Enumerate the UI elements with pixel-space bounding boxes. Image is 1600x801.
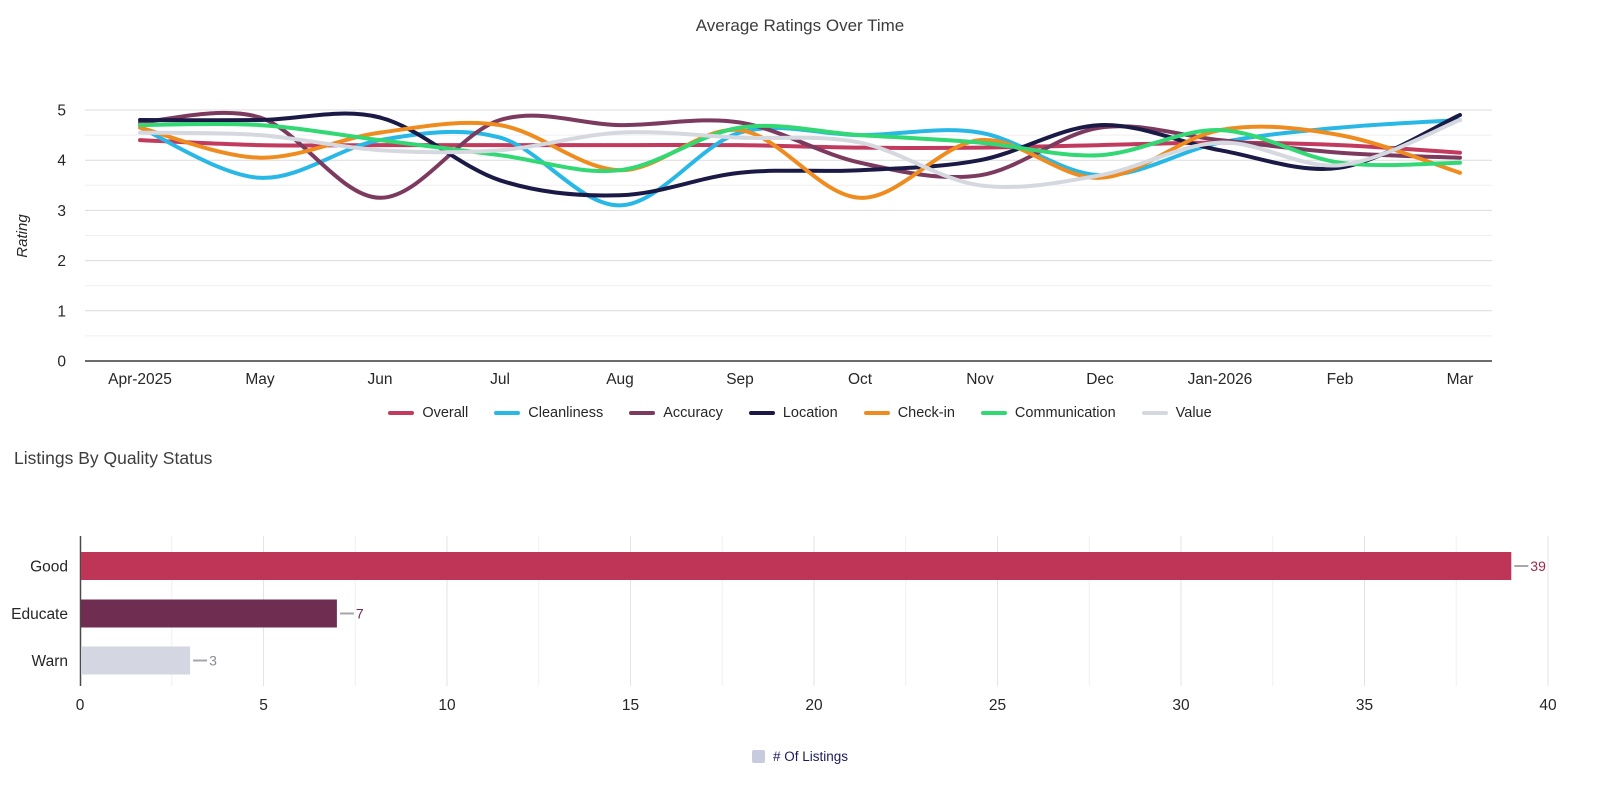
legend-label: Check-in — [897, 405, 955, 421]
bar-warn[interactable] — [81, 646, 191, 675]
value-label-educate: 7 — [356, 606, 364, 622]
ratings-chart-title: Average Ratings Over Time — [695, 16, 905, 35]
legend-swatch-value — [1141, 411, 1168, 415]
y-tick-label: 2 — [57, 253, 66, 270]
category-label-warn: Warn — [32, 653, 68, 670]
legend-swatch-num-of-listings — [751, 749, 765, 763]
x-tick-label: 20 — [805, 697, 823, 714]
x-tick-label: Jun — [368, 371, 393, 388]
legend-swatch-accuracy — [629, 411, 656, 415]
x-tick-label: Nov — [966, 371, 994, 388]
x-tick-label: Jul — [490, 371, 510, 388]
x-tick-label: Feb — [1327, 371, 1354, 388]
series-line-value[interactable] — [138, 118, 1462, 190]
legend-item-communication[interactable]: Communication — [980, 405, 1116, 421]
category-label-educate: Educate — [11, 606, 68, 623]
listings-chart-legend: # Of Listings — [0, 744, 1600, 768]
y-axis-title: Rating — [14, 214, 31, 258]
value-label-warn: 3 — [209, 653, 217, 669]
x-tick-label: 15 — [622, 697, 639, 714]
series-line-accuracy[interactable] — [138, 110, 1462, 200]
legend-item--of-listings[interactable]: # Of Listings — [751, 748, 849, 764]
legend-swatch-check-in — [863, 411, 890, 415]
x-tick-label: 10 — [438, 697, 456, 714]
y-tick-label: 5 — [57, 103, 66, 120]
x-tick-label: 30 — [1172, 697, 1190, 714]
legend-item-check-in[interactable]: Check-in — [863, 405, 955, 421]
x-tick-label: Mar — [1447, 371, 1474, 388]
series-line-location[interactable] — [138, 111, 1462, 198]
legend-label: Value — [1175, 405, 1212, 421]
legend-swatch-communication — [980, 411, 1007, 415]
legend-item-cleanliness[interactable]: Cleanliness — [494, 405, 603, 421]
x-tick-label: 5 — [259, 697, 268, 714]
y-tick-label: 0 — [57, 354, 66, 371]
series-line-communication[interactable] — [138, 121, 1462, 174]
legend-item-accuracy[interactable]: Accuracy — [629, 405, 723, 421]
value-label-good: 39 — [1530, 558, 1546, 574]
legend-swatch-overall — [388, 411, 415, 415]
legend-swatch-cleanliness — [494, 411, 521, 415]
legend-item-location[interactable]: Location — [748, 405, 838, 421]
ratings-chart-legend: Overall Cleanliness Accuracy Location Check-… — [0, 400, 1600, 426]
x-tick-label: Jan-2026 — [1188, 371, 1253, 388]
legend-label: Overall — [422, 405, 469, 421]
legend-swatch-location — [748, 411, 775, 415]
x-tick-label: Aug — [606, 371, 634, 388]
y-tick-label: 4 — [57, 153, 66, 170]
x-tick-label: 40 — [1539, 697, 1557, 714]
listings-chart-title: Listings By Quality Status — [14, 448, 213, 468]
legend-label: # Of Listings — [772, 748, 849, 764]
x-tick-label: 35 — [1356, 697, 1373, 714]
x-tick-label: Sep — [726, 371, 754, 388]
x-tick-label: Dec — [1086, 371, 1114, 388]
legend-label: Cleanliness — [528, 405, 604, 421]
y-tick-label: 1 — [57, 303, 66, 320]
x-tick-label: 0 — [76, 697, 85, 714]
x-tick-label: 25 — [989, 697, 1006, 714]
bar-educate[interactable] — [81, 599, 337, 628]
series-line-check-in[interactable] — [138, 120, 1462, 200]
category-label-good: Good — [30, 559, 68, 576]
bar-good[interactable] — [81, 552, 1512, 580]
legend-label: Accuracy — [663, 405, 723, 421]
x-tick-label: Apr-2025 — [108, 371, 172, 388]
legend-item-overall[interactable]: Overall — [388, 405, 468, 421]
ratings-chart-svg: 0 1 2 3 4 5 Rating Apr-2025 May Jun Jul Aug Sep Oct No… — [14, 103, 1492, 388]
legend-item-value[interactable]: Value — [1141, 405, 1212, 421]
x-tick-label: Oct — [848, 371, 873, 388]
legend-label: Communication — [1014, 405, 1116, 421]
legend-label: Location — [782, 405, 838, 421]
x-tick-label: May — [245, 371, 275, 388]
y-tick-label: 3 — [57, 203, 66, 220]
